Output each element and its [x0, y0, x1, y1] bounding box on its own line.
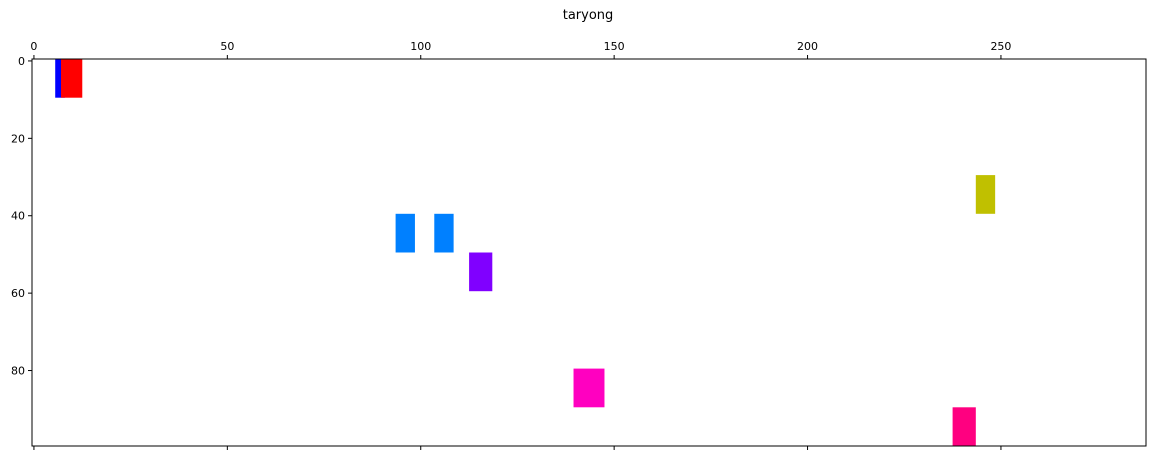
- data-layer: [55, 59, 996, 446]
- data-cell-6: [952, 407, 976, 446]
- data-cell-4: [469, 252, 493, 292]
- data-cell-3: [434, 213, 454, 253]
- data-cell-5: [573, 368, 605, 408]
- x-tick-label-5: 250: [990, 40, 1011, 53]
- x-tick-label-4: 200: [797, 40, 818, 53]
- y-ticks: 0 20 40 60 80: [11, 55, 32, 378]
- x-ticks-bottom: [33, 446, 1002, 450]
- data-cell-7: [975, 175, 996, 214]
- y-tick-label-4: 80: [11, 365, 25, 378]
- x-tick-label-1: 50: [220, 40, 234, 53]
- y-tick-label-1: 20: [11, 132, 25, 145]
- y-tick-label-0: 0: [18, 55, 25, 68]
- plot-frame: [31, 58, 1147, 447]
- y-tick-label-2: 40: [11, 210, 25, 223]
- x-tick-label-0: 0: [30, 40, 37, 53]
- x-tick-label-3: 150: [604, 40, 625, 53]
- data-cell-2: [395, 213, 415, 253]
- x-tick-label-2: 100: [410, 40, 431, 53]
- data-cell-0: [55, 59, 65, 98]
- chart-title: taryong: [563, 8, 614, 23]
- y-tick-label-3: 60: [11, 287, 25, 300]
- data-cell-1: [61, 59, 83, 98]
- x-ticks-top: 0 50 100 150 200 250: [30, 40, 1011, 59]
